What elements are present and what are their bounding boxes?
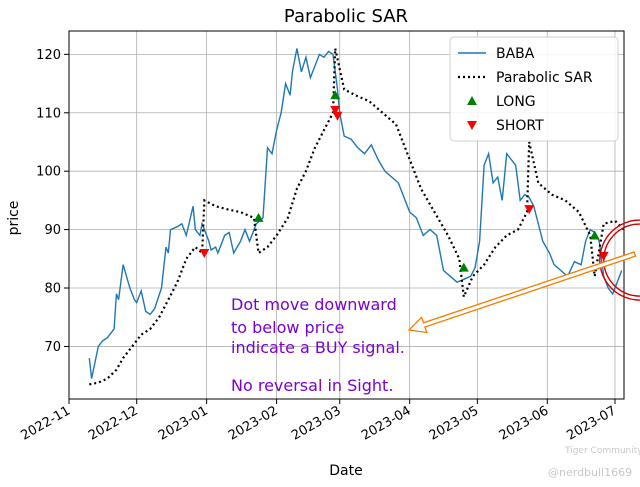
x-tick-label: 2023-07 bbox=[564, 403, 619, 443]
short-marker bbox=[332, 111, 343, 121]
legend-label: SHORT bbox=[496, 118, 544, 134]
legend-label: Parabolic SAR bbox=[496, 70, 593, 86]
x-tick-label: 2023-06 bbox=[497, 403, 552, 443]
annotation-buy-signal-line: Dot move downward bbox=[231, 295, 397, 314]
chart-title: Parabolic SAR bbox=[284, 6, 408, 27]
x-axis-label: Date bbox=[329, 463, 362, 479]
plot-frame bbox=[68, 30, 625, 400]
legend: BABA Parabolic SAR LONG SHORT bbox=[449, 36, 619, 142]
annotation-buy-signal-line: indicate a BUY signal. bbox=[231, 338, 405, 357]
annotation-no-reversal: No reversal in Sight. bbox=[231, 376, 393, 395]
watermark-handle: @nerdbull1669 bbox=[548, 466, 632, 479]
long-marker bbox=[253, 212, 264, 222]
y-axis-label: price bbox=[6, 201, 22, 236]
short-marker bbox=[524, 205, 535, 215]
legend-box bbox=[449, 36, 619, 142]
x-tick-label: 2023-02 bbox=[226, 403, 281, 443]
y-tick-label: 80 bbox=[44, 282, 61, 297]
x-tick-label: 2022-12 bbox=[86, 403, 141, 443]
y-tick-label: 100 bbox=[36, 165, 61, 180]
y-tick-label: 110 bbox=[36, 106, 61, 121]
y-tick-label: 120 bbox=[36, 48, 61, 63]
short-marker bbox=[199, 248, 210, 258]
baba-price-line bbox=[88, 48, 623, 379]
annotation-layer: Dot move downward to below priceindicate … bbox=[231, 219, 640, 395]
long-marker bbox=[458, 262, 469, 272]
x-tick-label: 2023-05 bbox=[427, 403, 482, 443]
x-tick-label: 2022-11 bbox=[18, 403, 73, 443]
legend-swatch-short bbox=[467, 121, 477, 130]
legend-label: LONG bbox=[496, 94, 536, 110]
long-marker bbox=[330, 90, 341, 100]
legend-label: BABA bbox=[496, 46, 535, 62]
x-tick-layer: 2022-11 2022-12 2023-01 2023-02 2023-03 2023-… bbox=[18, 399, 619, 444]
x-tick-label: 2023-01 bbox=[156, 403, 211, 443]
annotation-buy-signal-line: to below price bbox=[231, 318, 344, 337]
short-marker bbox=[330, 105, 341, 115]
long-marker bbox=[635, 245, 640, 254]
parabolic-sar-line bbox=[89, 48, 624, 386]
x-tick-label: 2023-03 bbox=[289, 403, 344, 443]
y-tick-layer: 70 80 90 100 110 120 bbox=[36, 48, 69, 355]
x-tick-label: 2023-04 bbox=[359, 403, 414, 443]
long-marker bbox=[589, 230, 600, 240]
legend-swatch-long bbox=[467, 96, 477, 105]
watermark-community: Tiger Community bbox=[564, 446, 640, 456]
y-tick-label: 90 bbox=[44, 223, 61, 238]
annotation-arrow bbox=[407, 251, 637, 334]
y-tick-label: 70 bbox=[44, 340, 61, 355]
